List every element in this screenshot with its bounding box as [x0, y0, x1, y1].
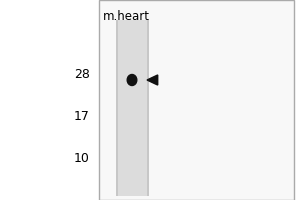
Polygon shape: [147, 75, 158, 85]
Bar: [99, 0, 294, 200]
Text: 10: 10: [74, 152, 90, 164]
Text: m.heart: m.heart: [103, 10, 149, 23]
Text: 28: 28: [74, 68, 90, 80]
Ellipse shape: [127, 74, 137, 86]
Text: 17: 17: [74, 110, 90, 122]
